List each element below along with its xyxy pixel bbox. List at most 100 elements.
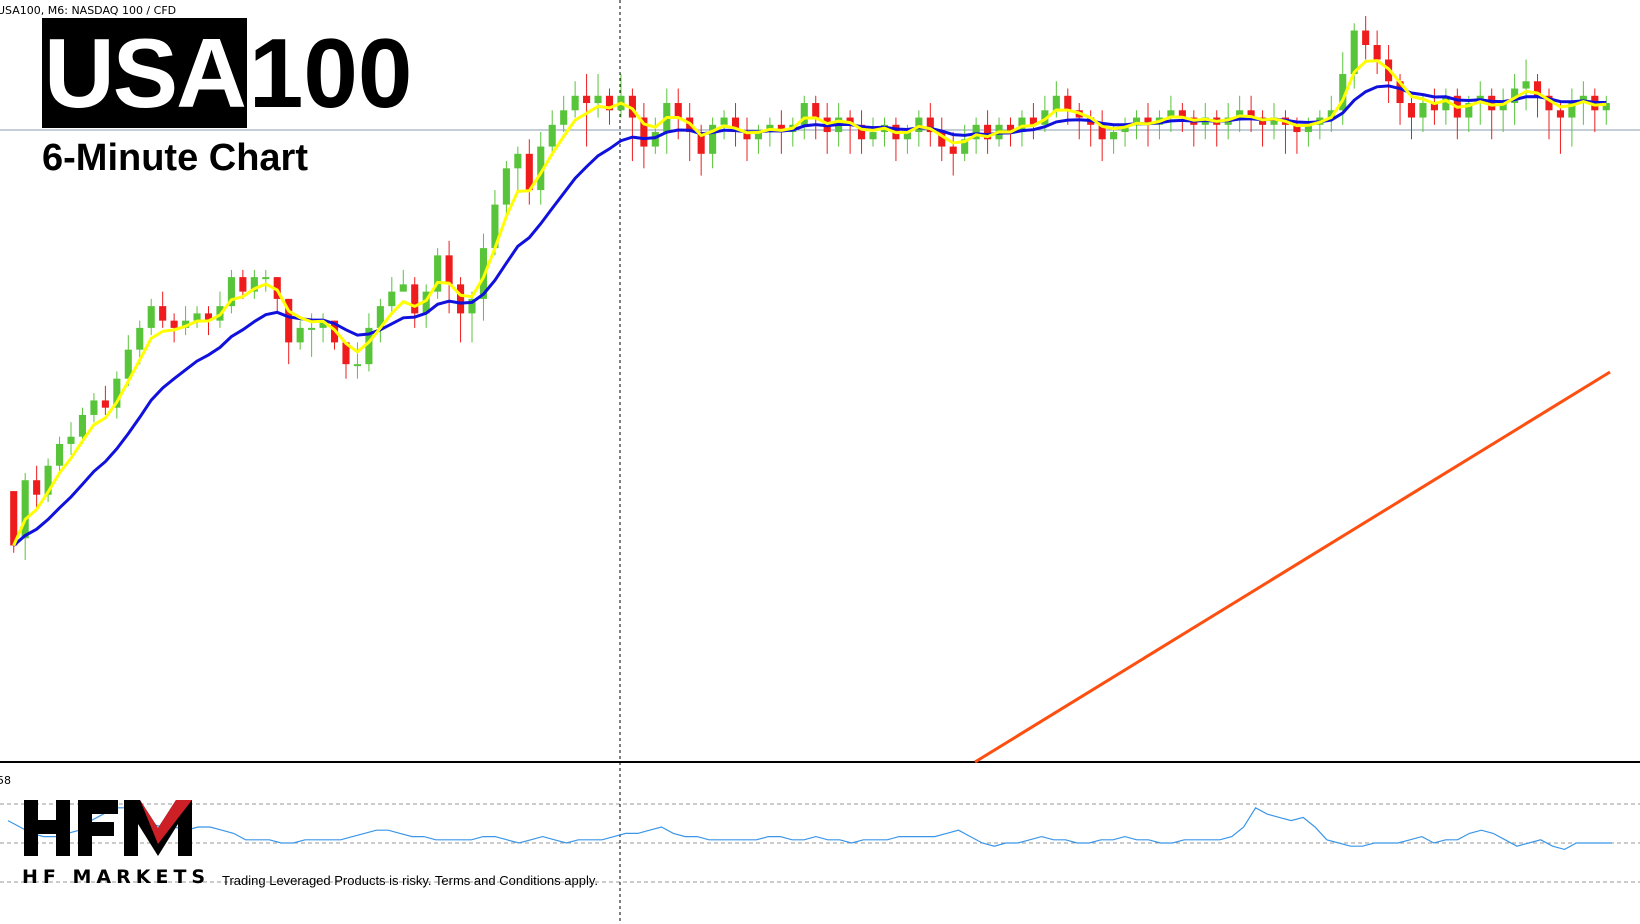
candle-body — [984, 124, 992, 140]
candle-body — [422, 291, 430, 314]
candle-body — [78, 414, 87, 437]
candle-body — [296, 327, 304, 343]
candle-body — [926, 117, 934, 133]
candle-body — [548, 124, 556, 147]
candle-body — [697, 132, 705, 154]
candle-body — [1029, 117, 1037, 125]
candle-body — [560, 110, 568, 125]
candle-body — [1247, 110, 1255, 118]
moving-average-mid — [12, 84, 1607, 547]
candle-body — [674, 103, 682, 118]
candle-body — [915, 117, 923, 133]
candle-body — [1132, 117, 1141, 125]
moving-average-slow — [974, 370, 1611, 764]
oscillator-label: 58 — [0, 774, 11, 787]
candle-body — [743, 132, 751, 140]
candle-body — [10, 491, 18, 546]
candle-body — [972, 124, 980, 140]
candle-body — [949, 146, 957, 154]
candle-body — [1167, 110, 1175, 118]
candle-body — [903, 132, 911, 140]
candle-body — [170, 320, 178, 328]
candle-body — [1545, 95, 1553, 111]
oscillator-line — [7, 807, 1612, 851]
candle-body — [1041, 110, 1049, 125]
candle-body — [594, 95, 602, 104]
candle-body — [754, 132, 762, 140]
disclaimer-text: Trading Leveraged Products is risky. Ter… — [222, 873, 598, 888]
candle-body — [605, 95, 614, 111]
candle-body — [457, 284, 465, 314]
candle-body — [1144, 117, 1152, 125]
candle-body — [812, 103, 820, 118]
candle-body — [250, 277, 258, 292]
candle-body — [491, 204, 499, 249]
candle-body — [651, 132, 659, 147]
logo-subtitle: HF MARKETS — [22, 866, 211, 888]
candle-body — [342, 342, 350, 365]
candle-body — [1430, 103, 1438, 111]
candle-body — [399, 284, 407, 292]
candle-body — [262, 277, 270, 280]
candle-body — [113, 378, 121, 408]
candle-body — [961, 139, 969, 154]
candle-body — [1110, 132, 1118, 140]
candle-body — [514, 153, 522, 169]
candle-body — [1533, 81, 1542, 96]
candle-body — [938, 132, 946, 147]
candle-body — [33, 480, 41, 495]
candle-body — [365, 327, 373, 365]
chart-title: USA 100 — [42, 18, 412, 128]
candle-body — [434, 255, 442, 292]
candle-body — [1327, 110, 1335, 118]
candle-body — [1522, 81, 1530, 89]
candle-body — [411, 284, 419, 314]
candle-body — [640, 117, 648, 147]
candle-body — [204, 313, 213, 321]
candle-body — [1304, 124, 1312, 133]
candle-body — [136, 327, 144, 350]
candle-body — [1465, 103, 1473, 118]
candle-body — [376, 306, 384, 328]
candle-body — [1270, 117, 1278, 125]
candle-body — [1419, 103, 1427, 118]
candle-body — [1396, 81, 1404, 104]
candle-body — [709, 124, 717, 154]
candle-body — [800, 103, 808, 125]
candle-body — [101, 400, 109, 408]
candle-body — [124, 349, 132, 379]
candle-body — [1339, 74, 1347, 111]
candle-body — [1350, 30, 1358, 75]
candle-body — [858, 124, 866, 140]
candle-body — [869, 132, 877, 140]
candle-body — [1293, 124, 1301, 133]
moving-average-fast — [12, 59, 1607, 547]
candle-body — [1236, 110, 1244, 118]
candle-body — [90, 400, 98, 415]
candle-body — [731, 117, 740, 133]
candle-body — [571, 95, 579, 111]
candle-body — [1442, 95, 1450, 111]
candle-body — [468, 298, 476, 314]
candle-body — [308, 327, 316, 330]
candle-body — [1499, 103, 1507, 111]
candle-body — [67, 436, 75, 444]
candle-body — [159, 306, 167, 321]
candle-body — [193, 313, 201, 321]
candle-body — [1064, 95, 1072, 111]
symbol-info: USA100, M6: NASDAQ 100 / CFD — [0, 4, 177, 17]
candle-body — [1568, 103, 1576, 118]
candle-body — [1488, 95, 1496, 111]
candle-body — [502, 168, 510, 205]
candle-body — [388, 291, 396, 307]
candle-body — [1407, 103, 1416, 118]
candle-body — [21, 480, 29, 539]
candle-body — [445, 255, 453, 285]
candle-body — [147, 306, 155, 328]
candle-body — [285, 298, 293, 343]
hfm-logo — [24, 800, 192, 856]
candle-body — [56, 443, 64, 466]
candle-body — [273, 277, 281, 299]
